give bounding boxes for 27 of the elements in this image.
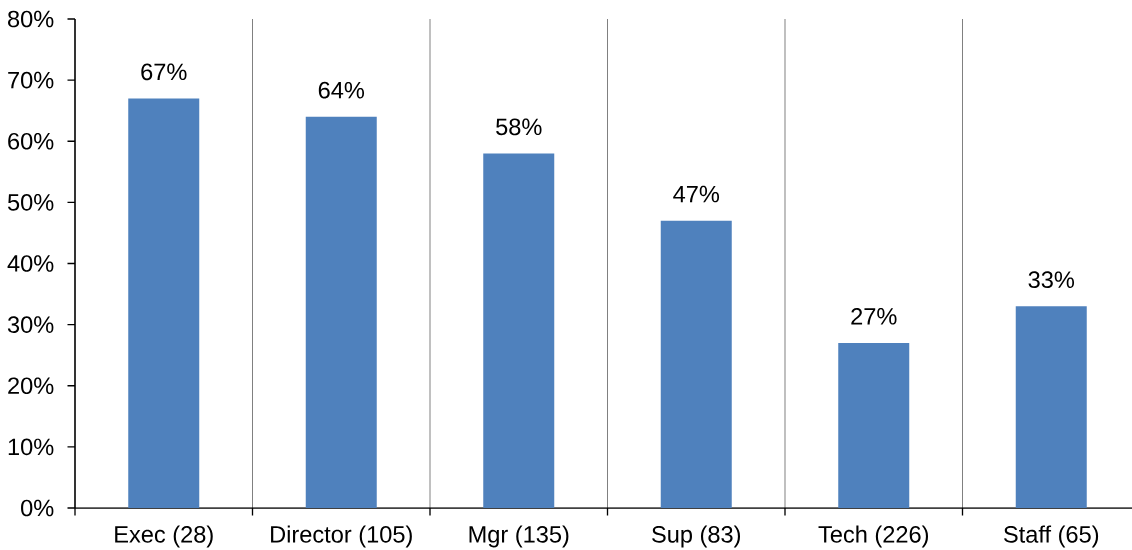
- data-label: 27%: [851, 307, 897, 325]
- y-tick-label: 80%: [8, 10, 54, 28]
- y-tick-label: 70%: [8, 71, 54, 89]
- x-tick-label: Mgr (135): [469, 525, 569, 548]
- x-tick-label: Sup (83): [652, 525, 741, 548]
- bar: [128, 98, 200, 508]
- x-tick-label: Tech (226): [818, 525, 929, 548]
- data-label: 58%: [496, 118, 542, 136]
- data-label: 64%: [318, 81, 365, 99]
- bar: [305, 116, 377, 508]
- bar: [483, 153, 555, 508]
- bar: [838, 342, 910, 508]
- data-label: 33%: [1028, 271, 1075, 289]
- bar: [660, 220, 732, 508]
- y-tick-label: 60%: [8, 132, 54, 150]
- x-tick-label: Staff (65): [1004, 525, 1099, 548]
- y-tick-label: 0%: [21, 499, 54, 517]
- x-tick-label: Exec (28): [115, 525, 213, 548]
- y-tick-label: 40%: [7, 255, 54, 272]
- y-tick-label: 50%: [7, 194, 54, 211]
- y-tick-label: 20%: [8, 377, 54, 395]
- y-tick-label: 30%: [7, 316, 54, 333]
- y-tick-label: 10%: [8, 438, 54, 456]
- x-tick-label: Director (105): [271, 525, 412, 548]
- data-label: 47%: [673, 185, 720, 203]
- data-label: 67%: [141, 63, 187, 81]
- bar: [1015, 306, 1087, 508]
